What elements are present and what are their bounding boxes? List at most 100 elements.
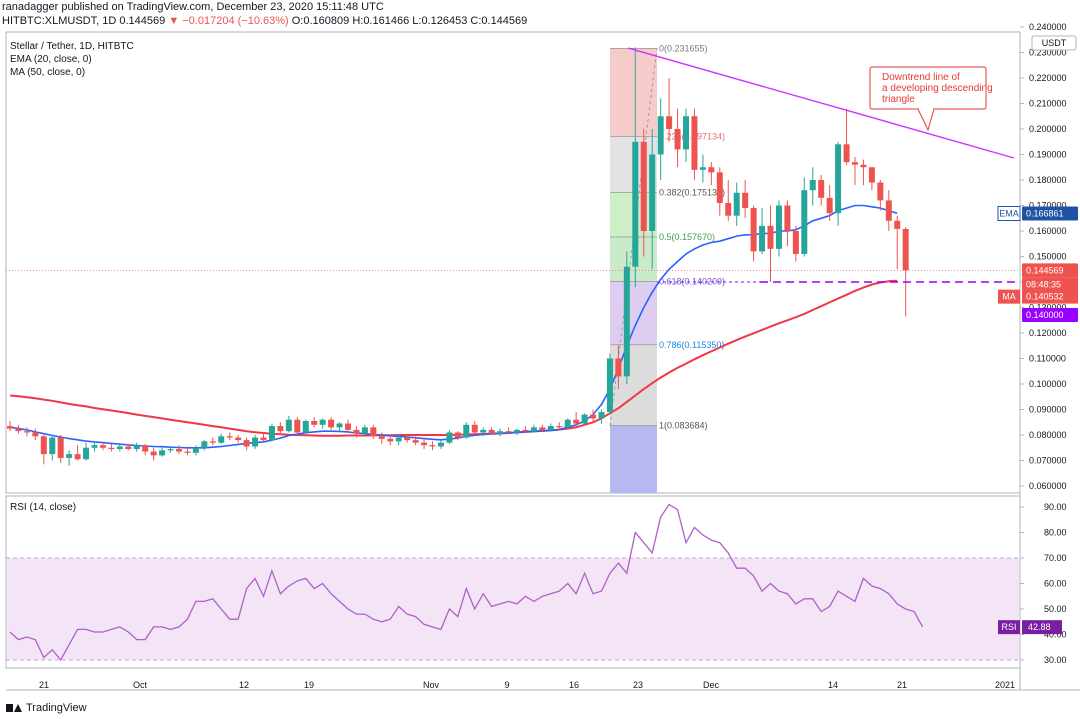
ema-price-tag-side (997, 206, 1021, 222)
candle-body (632, 141, 639, 267)
candle-body (319, 419, 326, 425)
candle-body (328, 419, 335, 428)
currency-box (1031, 35, 1077, 51)
legend-ema[interactable]: EMA (20, close, 0) (10, 54, 92, 65)
rsi-tick-label: 30.00 (1044, 655, 1067, 665)
price-tick-label: 0.130000 (1029, 303, 1067, 313)
annotation-text: a developing descending (882, 83, 993, 94)
support-price-tag (1022, 308, 1078, 322)
close-value: C:0.144569 (470, 15, 528, 27)
low-value: L:0.126453 (412, 15, 468, 27)
down-arrow-icon: ▼ (168, 15, 180, 27)
ma-price-tag (1022, 289, 1078, 304)
candle-body (260, 437, 267, 441)
candle-body (209, 441, 216, 443)
candle-body (505, 431, 512, 433)
candle-body (902, 228, 909, 271)
candle-body (471, 424, 478, 433)
candle-body (691, 116, 698, 170)
rsi-tick-label: 90.00 (1044, 502, 1067, 512)
candle-body (573, 419, 580, 424)
candle-body (74, 454, 81, 460)
price-tick-label: 0.240000 (1029, 22, 1067, 32)
price-tick-label: 0.220000 (1029, 73, 1067, 83)
candle-body (564, 419, 571, 428)
candle-body (877, 182, 884, 201)
candle-body (843, 144, 850, 163)
rsi-line (9, 503, 924, 662)
candle-body (683, 116, 689, 150)
candle-body (835, 144, 842, 214)
candle-body (142, 445, 149, 452)
candle-body (497, 431, 504, 434)
ema-price-tag-text: 0.166861 (1026, 209, 1064, 219)
candle-body (826, 197, 833, 214)
rsi-tick-label: 60.00 (1044, 579, 1067, 589)
time-tick-label: 12 (239, 680, 249, 690)
candle-body (150, 451, 157, 456)
candle-body (23, 431, 30, 433)
candle-body (125, 446, 132, 450)
candle-body (446, 432, 453, 443)
candle-body (801, 190, 808, 254)
candle-body (868, 167, 875, 183)
candle-body (581, 414, 588, 424)
candle-body (750, 208, 757, 252)
candle-body (454, 432, 461, 438)
candle-body (708, 167, 715, 173)
candle-body (49, 437, 56, 455)
candle-body (57, 437, 64, 458)
candle-body (353, 429, 360, 434)
price-tick-label: 0.160000 (1029, 226, 1067, 236)
candle-body (201, 441, 208, 448)
candle-body (361, 427, 368, 434)
price-tick-label: 0.150000 (1029, 252, 1067, 262)
price-tick-label: 0.060000 (1029, 481, 1067, 491)
fib-level-label: 0.618(0.140209) (659, 276, 725, 286)
candle-body (285, 419, 292, 432)
tradingview-logo-icon (6, 703, 22, 713)
price-tick-label: 0.170000 (1029, 201, 1067, 211)
candle-body (412, 440, 419, 443)
fib-level-label: 0(0.231655) (659, 43, 708, 53)
ma50-line (9, 279, 898, 437)
legend-ma[interactable]: MA (50, close, 0) (10, 67, 86, 78)
candle-body (252, 437, 259, 447)
price-tick-label: 0.110000 (1029, 354, 1066, 364)
ma-price-tag-side-text: MA (1002, 292, 1016, 302)
candle-body (108, 447, 115, 450)
candle-body (480, 429, 487, 433)
candle-body (429, 445, 436, 447)
candle-body (759, 225, 766, 252)
rsi-title: RSI (14, close) (10, 502, 76, 513)
symbol-label: HITBTC:XLMUSDT, 1D (2, 15, 117, 27)
time-tick-label: 21 (897, 680, 907, 690)
candle-body (404, 437, 411, 441)
candle-body (649, 154, 656, 231)
candle-body (311, 420, 318, 425)
publish-line: ranadagger published on TradingView.com,… (2, 1, 384, 13)
candle-body (674, 129, 681, 150)
candle-body (615, 358, 622, 377)
footer-brand[interactable]: TradingView (26, 702, 87, 714)
support-price-tag-text: 0.140000 (1026, 310, 1064, 320)
candle-body (15, 428, 22, 432)
candle-body (556, 426, 563, 428)
candle-body (767, 225, 774, 249)
legend-title[interactable]: Stellar / Tether, 1D, HITBTC (10, 41, 134, 52)
fib-zone-band (610, 425, 657, 493)
chart-header: ranadagger published on TradingView.com,… (2, 0, 527, 28)
currency-label: USDT (1042, 38, 1067, 48)
candle-body (590, 414, 597, 419)
fib-level-label: 0.786(0.115350) (659, 340, 724, 350)
candle-body (345, 423, 351, 430)
candle-body (894, 220, 901, 229)
candle-body (336, 423, 343, 428)
time-tick-label: Dec (703, 680, 720, 690)
time-tick-label: Oct (133, 680, 148, 690)
candle-body (733, 192, 740, 216)
candle-body (885, 200, 892, 221)
price-tick-label: 0.090000 (1029, 405, 1067, 415)
candle-body (243, 440, 250, 447)
